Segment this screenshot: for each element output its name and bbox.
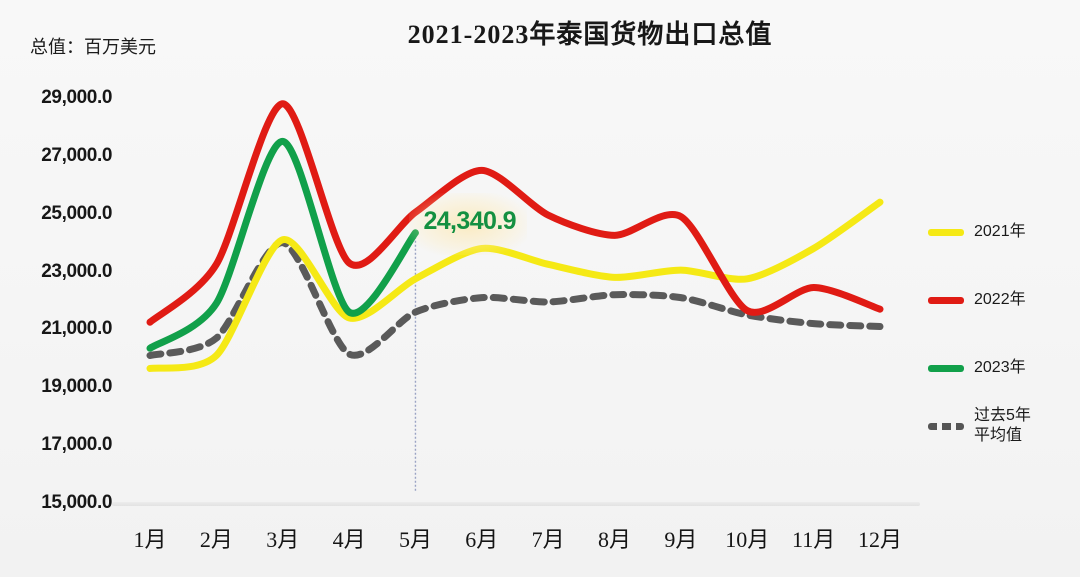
x-axis-tick: 9月 — [664, 527, 698, 552]
legend-swatch-solid-icon — [928, 296, 964, 304]
y-axis-tick: 27,000.0 — [41, 144, 112, 166]
series-lines — [146, 100, 884, 372]
may-2023-value-label: 24,340.9 — [423, 206, 516, 235]
legend-swatch-dashed-icon — [928, 422, 964, 430]
y-axis: 29,000.0 27,000.0 25,000.0 23,000.0 21,000.0… — [0, 80, 120, 520]
legend-item-label: 2021年 — [974, 223, 1026, 240]
legend-item[interactable]: 过去5年 平均值 — [928, 406, 1031, 446]
x-axis-tick: 3月 — [266, 527, 300, 552]
x-axis-tick: 5月 — [398, 527, 432, 552]
x-axis-tick: 8月 — [598, 527, 632, 552]
legend-item[interactable]: 2021年 — [928, 222, 1026, 242]
x-axis-tick: 11月 — [792, 527, 836, 552]
series-line — [146, 137, 419, 352]
y-axis-tick: 19,000.0 — [41, 376, 112, 398]
legend-swatch-solid-icon — [928, 364, 964, 372]
legend-swatch-solid-icon — [928, 228, 964, 236]
y-axis-tick: 23,000.0 — [41, 260, 112, 282]
legend-item-label: 2023年 — [974, 359, 1026, 376]
x-axis-tick: 6月 — [465, 527, 499, 552]
y-axis-tick: 29,000.0 — [41, 87, 112, 108]
y-axis-tick: 21,000.0 — [41, 318, 112, 340]
legend-item[interactable]: 2023年 — [928, 358, 1026, 378]
axis-baseline — [112, 502, 920, 506]
series-line — [146, 100, 884, 326]
x-axis: 1月 2月 3月 4月 5月 6月 7月 8月 9月 10月 11月 12月 — [112, 522, 922, 570]
x-axis-tick: 1月 — [133, 527, 167, 552]
series-line — [146, 239, 884, 359]
x-axis-tick: 10月 — [725, 527, 770, 552]
x-axis-tick: 2月 — [199, 527, 233, 552]
chart-title: 2021-2023年泰国货物出口总值 — [407, 20, 773, 49]
chart-legend: 2021年 2022年 2023年过去5年 平均值 — [928, 210, 1068, 444]
legend-item-label: 2022年 — [974, 291, 1026, 308]
legend-item-label: 过去5年 平均值 — [974, 407, 1031, 444]
unit-caption: 总值：百万美元 — [30, 37, 156, 57]
x-axis-tick: 12月 — [857, 527, 903, 552]
plot-svg — [146, 100, 884, 492]
legend-item[interactable]: 2022年 — [928, 290, 1026, 310]
y-axis-tick: 25,000.0 — [41, 202, 112, 224]
x-axis-tick: 4月 — [332, 527, 366, 552]
plot-area — [112, 70, 922, 515]
y-axis-tick: 17,000.0 — [41, 434, 112, 456]
x-axis-tick: 7月 — [531, 527, 565, 552]
y-axis-tick: 15,000.0 — [41, 492, 112, 513]
